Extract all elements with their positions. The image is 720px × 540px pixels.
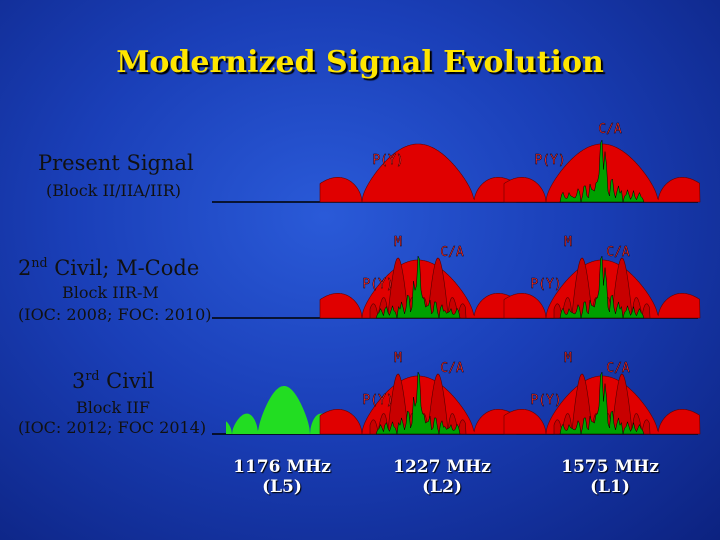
- label-m-l1: M: [564, 351, 572, 366]
- label-ca-l1: C/A: [606, 245, 630, 260]
- slide-title: Modernized Signal Evolution: [116, 45, 604, 80]
- ca-signal: [559, 255, 645, 319]
- ca-signal: [375, 371, 461, 435]
- l5-signal: [226, 386, 342, 434]
- row-present-signal: P(Y) P(Y) C/A: [212, 122, 701, 203]
- py-signal-l2: [319, 143, 517, 203]
- freq-label-l1: 1575 MHz (L1): [550, 457, 670, 497]
- label-ca-l1: C/A: [598, 122, 622, 137]
- row-2nd-civil: M C/A P(Y) M C/A P(Y): [212, 235, 701, 319]
- row-2nd-civil-dates: (IOC: 2008; FOC: 2010): [18, 305, 212, 324]
- freq-l1-value: 1575 MHz: [561, 457, 659, 477]
- row-3rd-civil-dates: (IOC: 2012; FOC 2014): [18, 418, 207, 437]
- freq-l5-value: 1176 MHz: [233, 457, 331, 477]
- label-py-l1: P(Y): [534, 153, 565, 168]
- label-m-l2: M: [394, 235, 402, 250]
- row-2nd-civil-label: 2nd Civil; M-Code: [18, 255, 200, 280]
- ca-signal: [559, 139, 645, 203]
- label-py-l1: P(Y): [530, 277, 561, 292]
- label-py-l2: P(Y): [362, 393, 393, 408]
- freq-l2-value: 1227 MHz: [393, 457, 491, 477]
- row-3rd-civil-label: 3rd Civil: [72, 368, 155, 393]
- label-m-l2: M: [394, 351, 402, 366]
- label-py-l1: P(Y): [530, 393, 561, 408]
- freq-l5-band: (L5): [262, 477, 302, 497]
- row-3rd-civil: M C/A P(Y) M C/A P(Y): [212, 351, 701, 435]
- row-3rd-civil-block: Block IIF: [76, 398, 150, 417]
- freq-l2-band: (L2): [422, 477, 462, 497]
- freq-label-l2: 1227 MHz (L2): [382, 457, 502, 497]
- freq-label-l5: 1176 MHz (L5): [222, 457, 342, 497]
- label-ca-l1: C/A: [606, 361, 630, 376]
- label-py-l2: P(Y): [372, 153, 403, 168]
- ca-signal: [375, 255, 461, 319]
- label-py-l2: P(Y): [362, 277, 393, 292]
- ca-signal: [559, 371, 645, 435]
- row-2nd-civil-block: Block IIR-M: [62, 283, 159, 302]
- label-m-l1: M: [564, 235, 572, 250]
- freq-l1-band: (L1): [590, 477, 630, 497]
- label-ca-l2: C/A: [440, 361, 464, 376]
- row-present-label: Present Signal: [38, 151, 194, 175]
- row-present-sublabel: (Block II/IIA/IIR): [46, 181, 182, 200]
- label-ca-l2: C/A: [440, 245, 464, 260]
